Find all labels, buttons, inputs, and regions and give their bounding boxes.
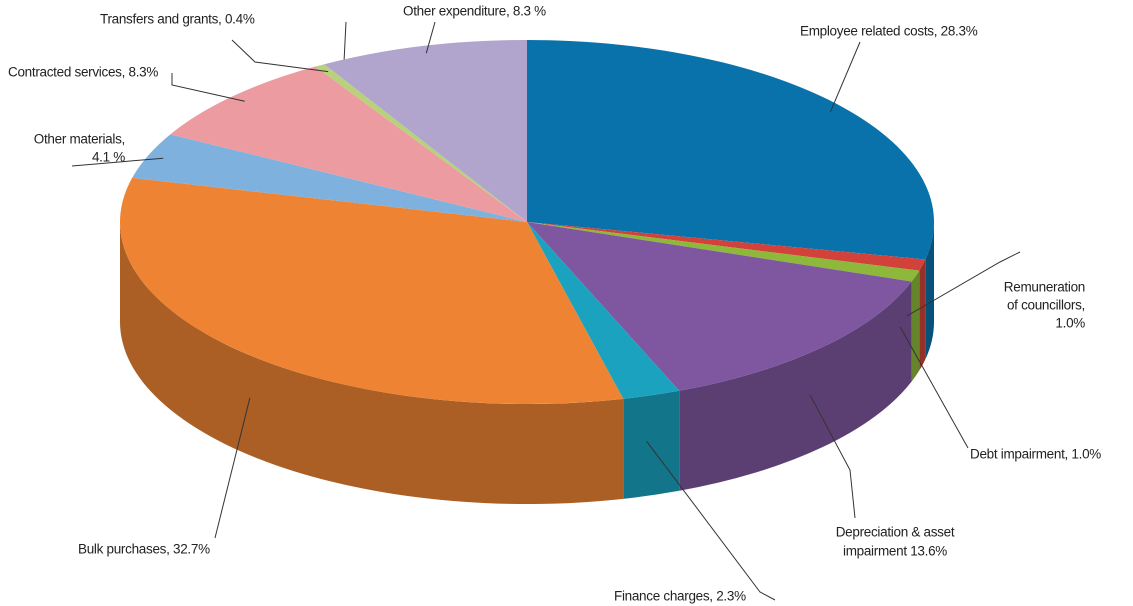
data-label: Other materials, bbox=[34, 132, 125, 147]
data-label: Finance charges, 2.3% bbox=[614, 589, 746, 604]
data-label: Debt impairment, 1.0% bbox=[970, 447, 1101, 462]
slice bbox=[527, 222, 912, 391]
data-label: 1.0% bbox=[1055, 316, 1085, 331]
slice bbox=[324, 40, 527, 222]
data-label: 4.1 % bbox=[92, 150, 125, 165]
leader-line bbox=[343, 21, 347, 63]
slice-side bbox=[911, 270, 920, 382]
slice bbox=[170, 66, 527, 222]
leader-line bbox=[906, 251, 1021, 317]
slice bbox=[527, 40, 934, 260]
data-label: Contracted services, 8.3% bbox=[8, 65, 158, 80]
data-label: Remuneration bbox=[1004, 280, 1085, 295]
leader-line bbox=[214, 397, 251, 539]
slice bbox=[132, 134, 527, 222]
data-label: of councillors, bbox=[1007, 298, 1085, 313]
slice-side bbox=[679, 281, 912, 491]
leader-line bbox=[71, 157, 164, 167]
leader-line bbox=[171, 73, 245, 102]
slice bbox=[527, 222, 926, 271]
data-label: Employee related costs, 28.3% bbox=[800, 24, 978, 39]
data-label: impairment 13.6% bbox=[843, 544, 947, 559]
slice-side bbox=[623, 390, 680, 499]
data-label: Other expenditure, 8.3 % bbox=[403, 4, 546, 19]
slice bbox=[527, 222, 680, 399]
leader-line bbox=[231, 39, 329, 73]
slice-side bbox=[919, 259, 926, 371]
slice bbox=[120, 177, 624, 404]
slice bbox=[315, 64, 527, 222]
data-label: Transfers and grants, 0.4% bbox=[100, 12, 255, 27]
slice bbox=[527, 222, 920, 282]
leader-line bbox=[646, 440, 776, 601]
slice-side bbox=[120, 222, 624, 505]
slice-side bbox=[925, 222, 934, 360]
leader-line bbox=[809, 394, 856, 519]
leader-line bbox=[829, 41, 861, 113]
leader-line bbox=[425, 21, 436, 54]
leader-line bbox=[899, 326, 969, 449]
data-label: Depreciation & asset bbox=[836, 525, 955, 540]
data-label: Bulk purchases, 32.7% bbox=[78, 542, 210, 557]
